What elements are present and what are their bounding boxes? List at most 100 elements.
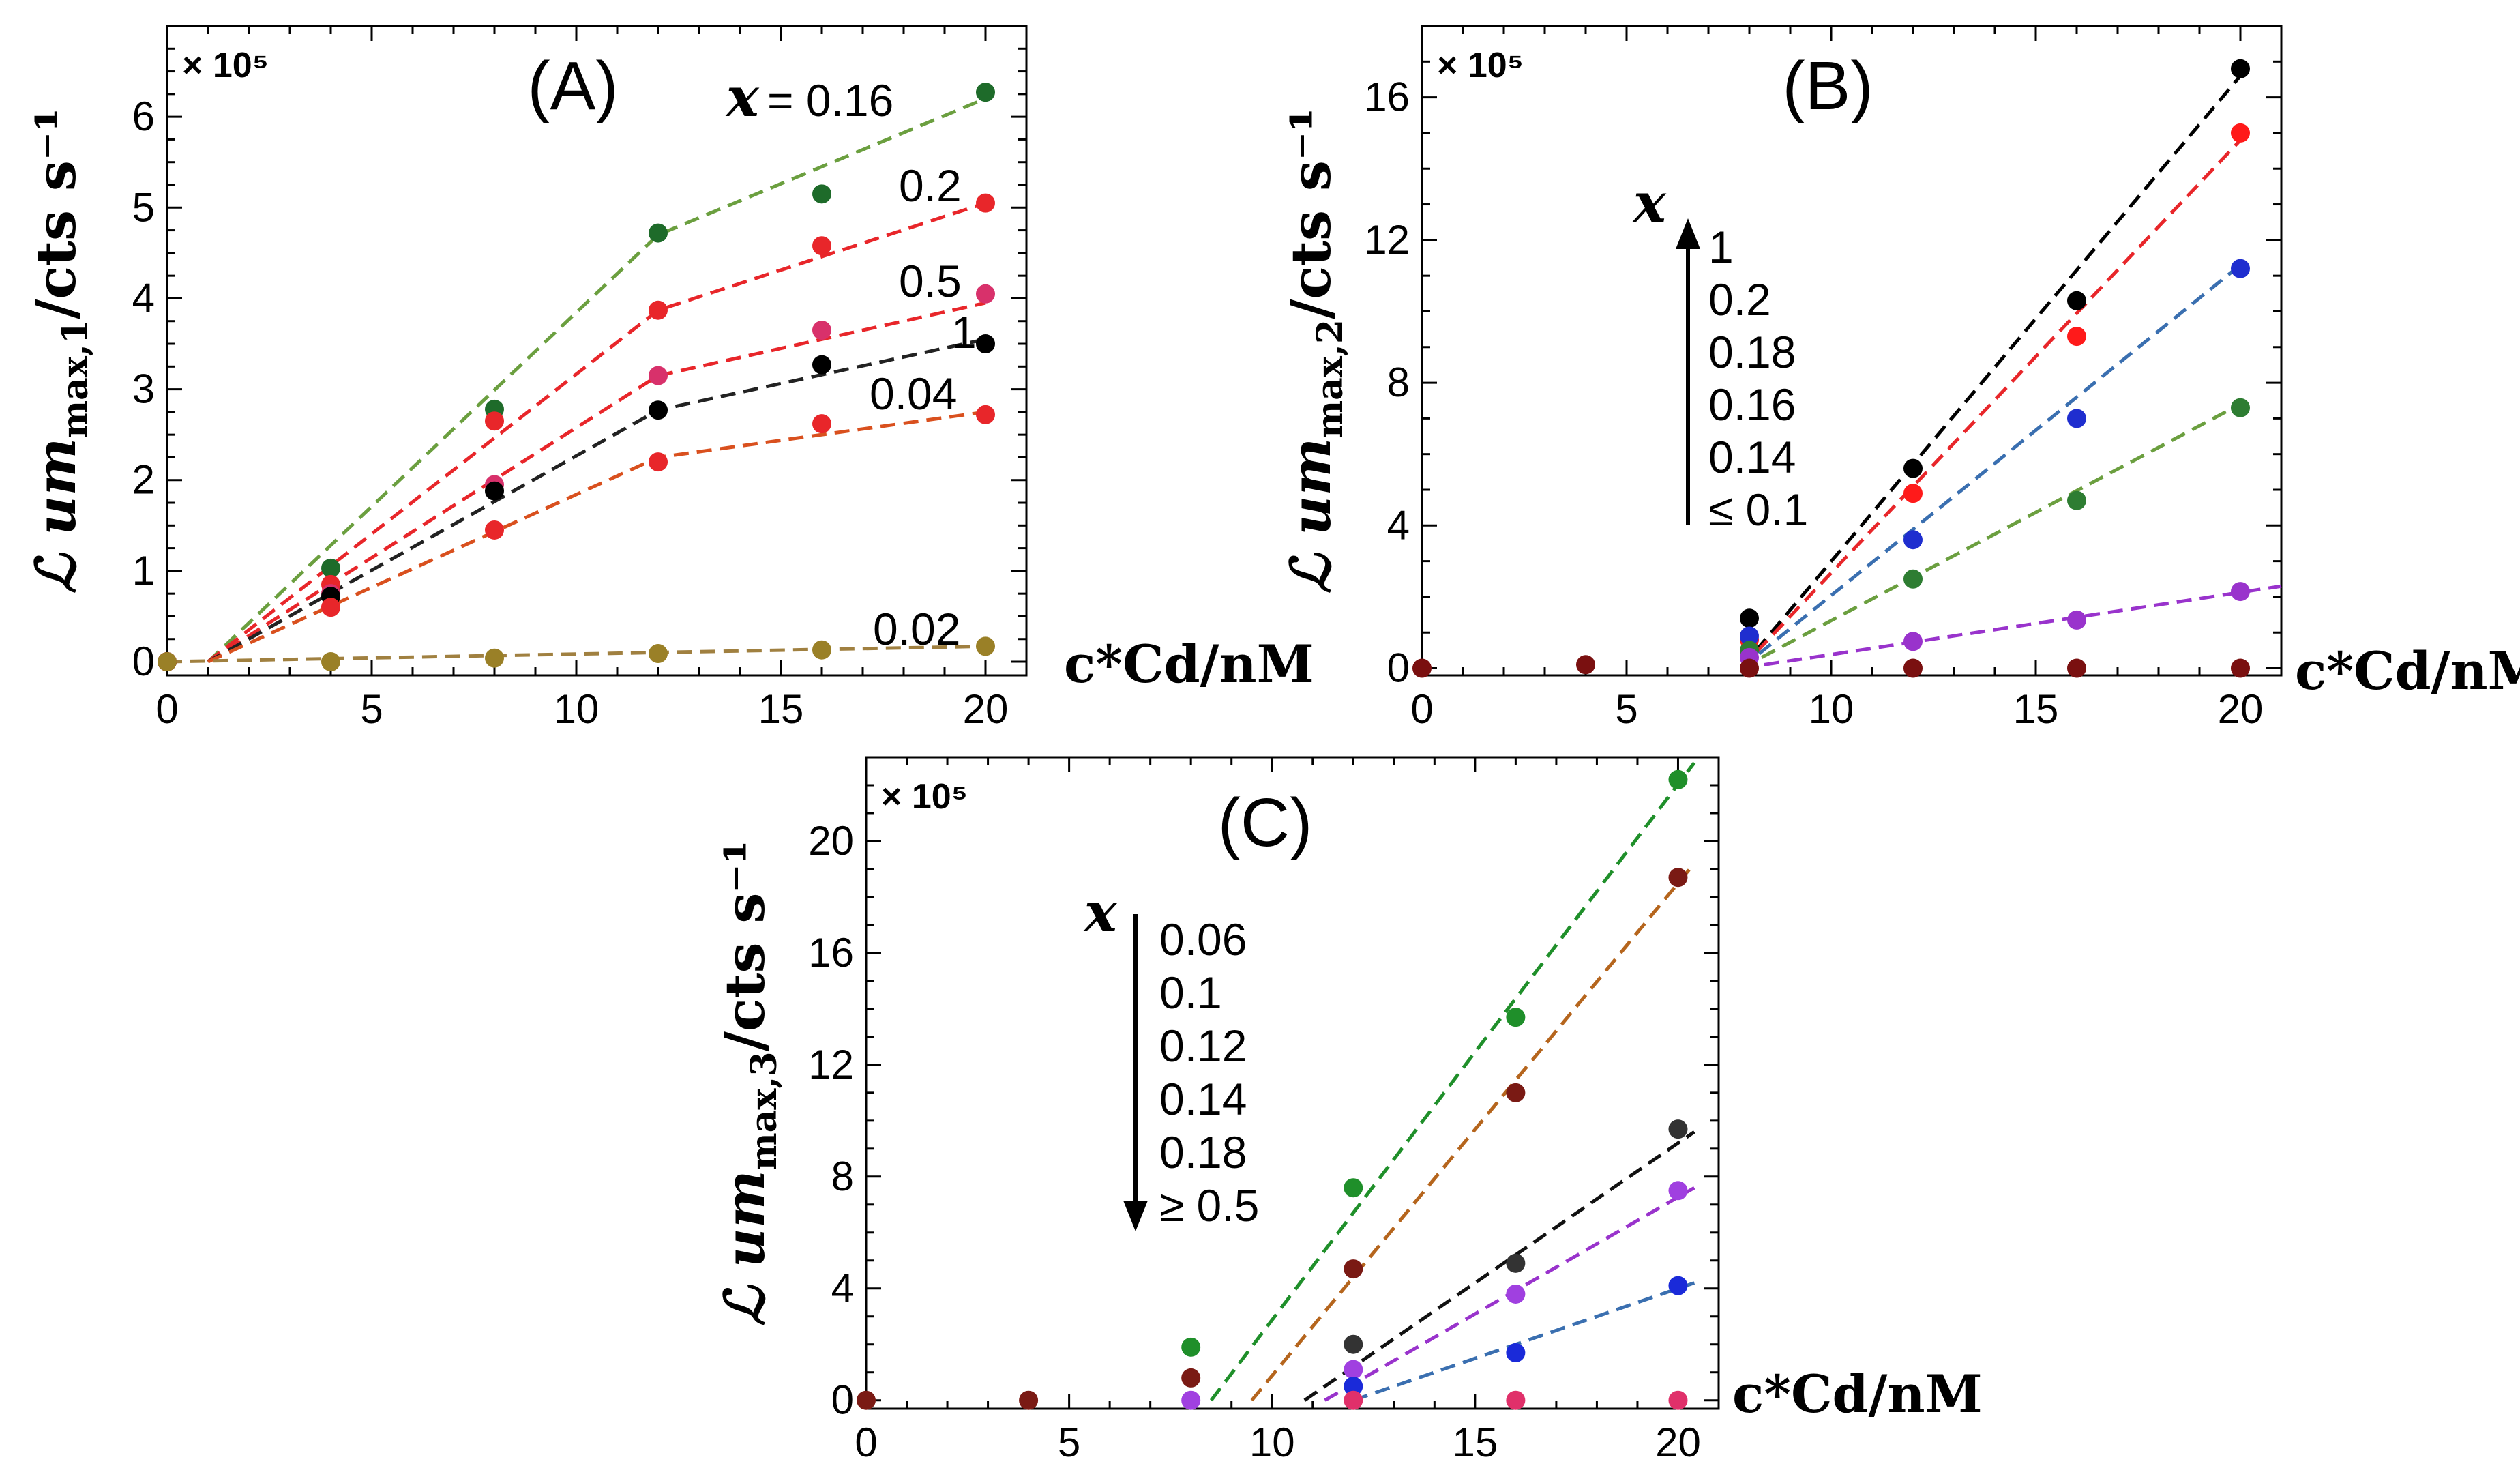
- fit-line: [1740, 584, 2282, 671]
- plot-frame: [166, 25, 1028, 677]
- y-tick-label: 4: [1387, 502, 1410, 548]
- plot-frame: [865, 756, 1720, 1410]
- data-point: [2067, 610, 2086, 630]
- data-point: [976, 636, 995, 656]
- data-point: [812, 355, 831, 375]
- legend-item: 0.2: [1708, 274, 1771, 325]
- data-point: [1412, 658, 1432, 678]
- x-axis-label: c*Cd/nM: [1732, 1364, 1983, 1424]
- data-point: [158, 652, 177, 672]
- data-point: [1506, 1253, 1526, 1273]
- data-point: [976, 284, 995, 304]
- data-point: [485, 481, 504, 501]
- data-point: [1181, 1390, 1201, 1410]
- x-tick-label: 0: [855, 1420, 877, 1465]
- fit-line: [1209, 761, 1696, 1402]
- data-point: [812, 321, 831, 340]
- series-annotation: 0.5: [899, 256, 962, 306]
- y-tick-label: 16: [808, 930, 854, 976]
- data-point: [1576, 655, 1595, 675]
- data-point: [976, 405, 995, 424]
- y-tick-label: 0: [132, 639, 155, 684]
- x-variable-label: x: [1632, 171, 1667, 235]
- data-point: [976, 193, 995, 213]
- data-point: [1181, 1368, 1201, 1388]
- x-tick-label: 5: [1058, 1420, 1080, 1465]
- x-tick-label: 15: [2013, 686, 2059, 732]
- x-tick-label: 0: [155, 686, 178, 732]
- data-point: [649, 300, 668, 320]
- y-tick-label: 8: [1387, 360, 1410, 405]
- data-point: [2231, 59, 2250, 78]
- data-point: [1506, 1083, 1526, 1102]
- y-tick-label: 0: [1387, 645, 1410, 691]
- data-point: [1344, 1360, 1363, 1379]
- x-variable-label: x: [725, 65, 760, 129]
- x-tick-label: 20: [1655, 1420, 1701, 1465]
- data-point: [649, 223, 668, 243]
- fit-line: [1740, 402, 2242, 670]
- legend-arrow-head: [1123, 1201, 1148, 1231]
- data-point: [1506, 1343, 1526, 1363]
- x-axis-label: c*Cd/nM: [2295, 641, 2520, 701]
- x-tick-label: 5: [1615, 686, 1637, 732]
- y-axis-label: ℒ ummax,3/cts s⁻¹: [713, 840, 785, 1325]
- data-point: [1506, 1390, 1526, 1410]
- legend-item: 0.12: [1159, 1021, 1247, 1071]
- y-tick-label: 5: [132, 184, 155, 230]
- y-tick-label: 12: [1364, 217, 1410, 263]
- data-point: [2067, 490, 2086, 510]
- scale-label: × 10⁵: [1437, 46, 1524, 85]
- x-tick-label: 15: [1452, 1420, 1498, 1465]
- data-point: [1668, 769, 1688, 789]
- data-point: [2067, 327, 2086, 347]
- fit-line: [207, 410, 986, 664]
- data-point: [1668, 1390, 1688, 1410]
- data-point: [812, 640, 831, 660]
- data-point: [1344, 1334, 1363, 1354]
- data-point: [1668, 1276, 1688, 1295]
- data-point: [1344, 1259, 1363, 1279]
- data-point: [321, 558, 340, 578]
- x-tick-label: 10: [1809, 686, 1854, 732]
- y-tick-label: 6: [132, 93, 155, 139]
- data-point: [1668, 1119, 1688, 1139]
- legend-item: ≥ 0.5: [1159, 1180, 1259, 1231]
- data-point: [857, 1390, 876, 1410]
- x-tick-label: 5: [360, 686, 383, 732]
- data-point: [1668, 868, 1688, 888]
- fit-line: [207, 301, 986, 664]
- data-point: [485, 648, 504, 668]
- data-point: [976, 334, 995, 354]
- series-annotation: = 0.16: [767, 75, 893, 126]
- series-annotation: 0.2: [899, 160, 962, 211]
- data-point: [1903, 658, 1923, 678]
- fit-line: [1740, 263, 2242, 670]
- x-tick-label: 10: [554, 686, 599, 732]
- data-point: [2231, 398, 2250, 417]
- legend-item: 0.14: [1708, 432, 1796, 482]
- data-point: [2067, 409, 2086, 428]
- fit-line: [166, 644, 986, 664]
- x-tick-label: 20: [2218, 686, 2264, 732]
- legend-item: ≤ 0.1: [1708, 484, 1808, 535]
- y-tick-label: 16: [1364, 74, 1410, 120]
- panel-title: (C): [1218, 785, 1313, 861]
- data-point: [2231, 658, 2250, 678]
- data-point: [1903, 484, 1923, 503]
- data-point: [1019, 1390, 1039, 1410]
- scale-label: × 10⁵: [182, 46, 269, 85]
- panel-title: (A): [527, 48, 618, 124]
- data-point: [1903, 569, 1923, 589]
- y-tick-label: 0: [831, 1377, 854, 1423]
- data-point: [1668, 1181, 1688, 1201]
- series-annotation: 0.04: [870, 368, 957, 419]
- data-point: [485, 520, 504, 540]
- data-point: [1344, 1377, 1363, 1396]
- data-point: [2231, 123, 2250, 143]
- y-tick-label: 4: [831, 1265, 854, 1311]
- data-point: [1181, 1337, 1201, 1357]
- legend-arrow-head: [1676, 218, 1700, 249]
- fit-line: [1352, 1281, 1695, 1403]
- y-tick-label: 12: [808, 1042, 854, 1087]
